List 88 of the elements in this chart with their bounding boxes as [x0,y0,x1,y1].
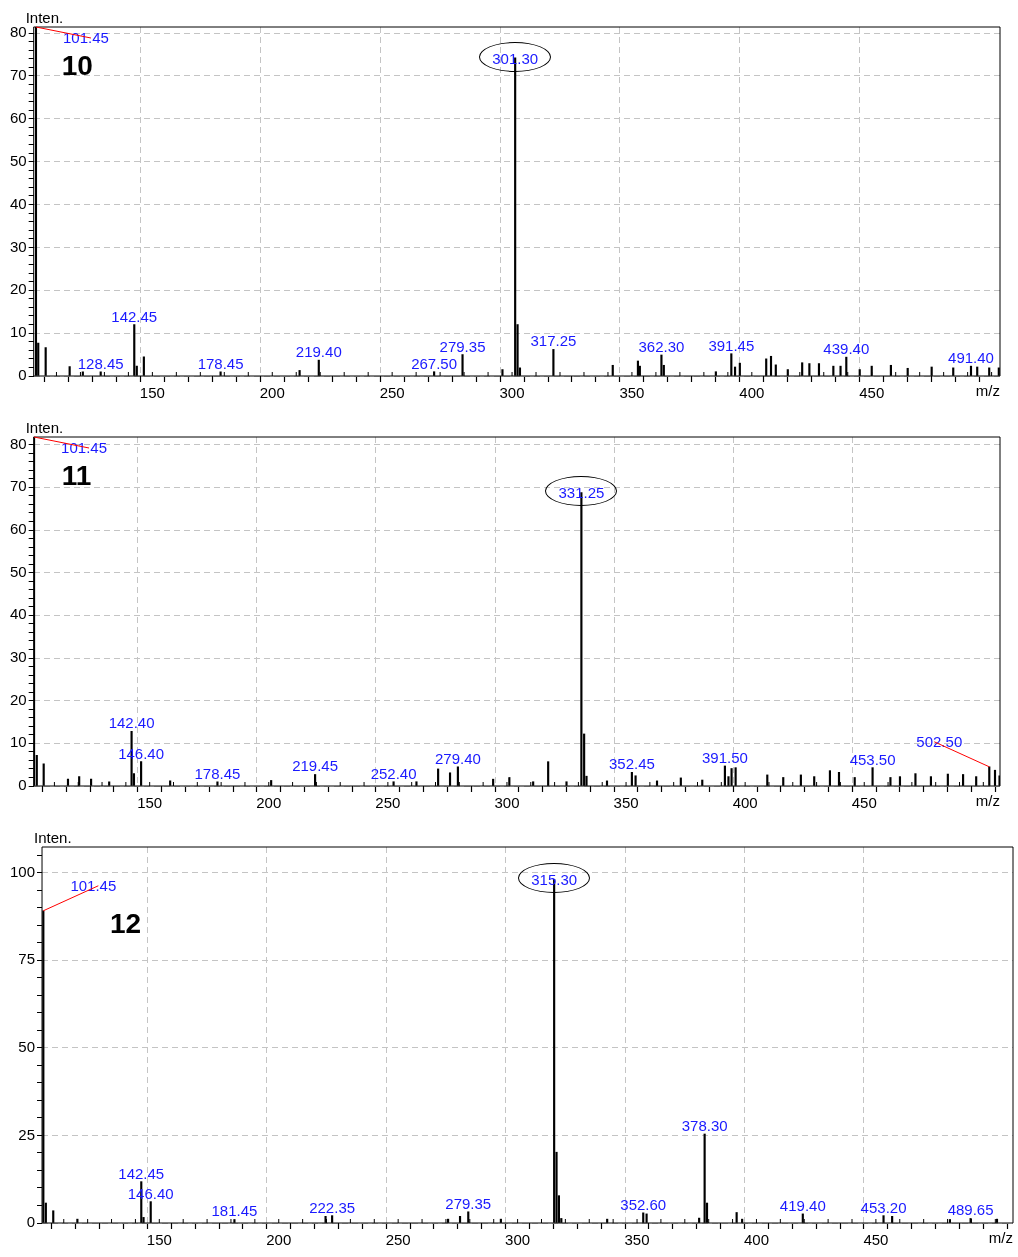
annotation: 352.60 [620,1195,667,1213]
x-tick-label: 350 [619,384,645,402]
annotation: 12 [110,907,142,939]
y-tick-label: 40 [10,605,27,623]
y-tick-label: 50 [10,562,27,580]
annotation: 453.50 [849,750,896,768]
y-tick-label: 80 [10,434,27,452]
annotation: 178.45 [197,354,244,372]
x-tick-label: 150 [139,384,165,402]
y-tick-label: 0 [26,1213,36,1231]
annotation: 301.30 [492,49,539,67]
annotation: 279.35 [445,1194,492,1212]
annotation: 391.50 [701,748,748,766]
annotation: 267.50 [411,354,458,372]
x-tick-label: 250 [375,794,401,812]
y-axis-title: Inten. [34,828,72,846]
annotation: 419.40 [779,1196,826,1214]
annotation: 279.40 [434,749,481,767]
annotation: 439.40 [823,340,870,358]
y-tick-label: 75 [18,950,36,968]
y-axis-title: Inten. [25,8,64,26]
y-tick-label: 10 [10,733,27,751]
y-tick-label: 20 [10,280,27,298]
y-tick-label: 60 [10,108,27,126]
y-tick-label: 10 [10,323,27,341]
annotation: 279.35 [439,337,486,355]
x-tick-label: 450 [859,384,885,402]
y-tick-label: 50 [18,1037,36,1055]
annotation: 502.50 [916,732,963,750]
y-tick-label: 30 [10,237,27,255]
annotation: 142.45 [118,1164,165,1182]
annotation: 101.45 [63,29,109,46]
x-tick-label: 250 [385,1231,411,1249]
annotation: 491.40 [948,349,994,367]
annotation: 331.25 [558,484,605,502]
y-tick-label: 50 [10,151,27,169]
x-tick-label: 450 [851,794,877,812]
annotation: 219.40 [295,343,342,361]
annotation: 222.35 [309,1198,356,1216]
x-axis-title: m/z [975,381,1000,399]
y-tick-label: 25 [18,1125,36,1143]
x-tick-label: 300 [499,384,525,402]
x-axis-title: m/z [988,1228,1013,1246]
y-tick-label: 70 [10,66,27,84]
y-axis-title: Inten. [25,418,64,436]
x-tick-label: 300 [505,1231,531,1249]
y-tick-label: 0 [18,776,27,794]
x-tick-label: 450 [863,1231,889,1249]
x-tick-label: 400 [739,384,765,402]
annotation: 317.25 [530,332,577,350]
annotation: 219.45 [292,757,339,775]
annotation: 142.45 [111,307,158,325]
x-tick-label: 200 [259,384,285,402]
y-tick-label: 70 [10,477,27,495]
x-tick-label: 400 [732,794,758,812]
annotation: 142.40 [108,714,155,732]
annotation: 315.30 [531,871,578,889]
y-tick-label: 30 [10,648,27,666]
y-tick-label: 0 [18,366,27,384]
annotation: 101.45 [61,439,107,456]
annotation: 178.45 [194,764,241,782]
x-tick-label: 150 [146,1231,172,1249]
x-tick-label: 300 [494,794,520,812]
annotation: 391.45 [708,336,755,354]
annotation: 489.65 [947,1201,994,1219]
annotation: 378.30 [681,1116,728,1134]
x-tick-label: 150 [137,794,163,812]
y-tick-label: 40 [10,194,27,212]
x-tick-label: 400 [743,1231,769,1249]
x-tick-label: 200 [266,1231,292,1249]
annotation: 128.45 [77,354,124,372]
x-axis-title: m/z [975,791,1000,809]
y-tick-label: 20 [10,690,27,708]
annotation: 101.45 [70,876,117,894]
x-tick-label: 250 [379,384,405,402]
annotation: 11 [61,459,92,491]
x-tick-label: 350 [624,1231,650,1249]
annotation: 453.20 [860,1198,907,1216]
x-tick-label: 350 [613,794,639,812]
annotation: 10 [61,49,93,81]
y-tick-label: 80 [10,23,27,41]
annotation: 352.45 [608,755,655,773]
x-tick-label: 200 [256,794,282,812]
annotation: 252.40 [370,764,417,782]
annotation: 362.30 [638,337,685,355]
annotation: 181.45 [211,1202,258,1220]
y-tick-label: 60 [10,520,27,538]
y-tick-label: 100 [10,862,36,880]
